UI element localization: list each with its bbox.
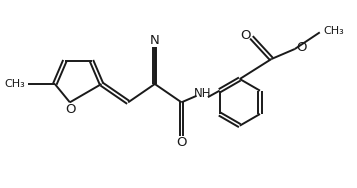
Text: O: O bbox=[65, 103, 75, 116]
Text: O: O bbox=[296, 41, 306, 54]
Text: CH₃: CH₃ bbox=[4, 79, 25, 89]
Text: NH: NH bbox=[193, 87, 211, 100]
Text: O: O bbox=[176, 136, 187, 149]
Text: O: O bbox=[240, 29, 251, 42]
Text: CH₃: CH₃ bbox=[324, 26, 345, 36]
Text: N: N bbox=[150, 33, 160, 46]
